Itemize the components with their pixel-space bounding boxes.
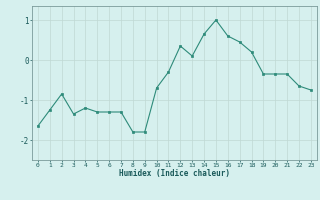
X-axis label: Humidex (Indice chaleur): Humidex (Indice chaleur) <box>119 169 230 178</box>
